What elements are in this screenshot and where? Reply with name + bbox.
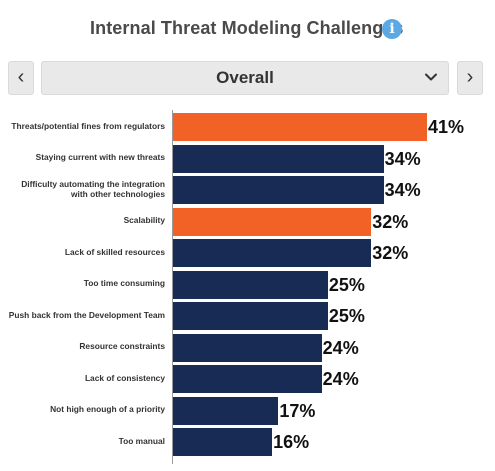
bar-row: Lack of skilled resources 32% (0, 236, 495, 268)
bar[interactable] (173, 333, 322, 362)
next-button[interactable]: › (457, 61, 483, 95)
bar[interactable] (173, 207, 372, 236)
bar-row: Not high enough of a priority 17% (0, 394, 495, 426)
category-label: Threats/potential fines from regulators (11, 120, 165, 131)
bar[interactable] (173, 239, 372, 267)
bar[interactable] (173, 113, 427, 141)
bar-row: Difficulty automating the integration wi… (0, 173, 495, 205)
bar-row: Too time consuming 25% (0, 268, 495, 300)
value-label: 34% (384, 180, 421, 200)
bar-row: Too manual 16% (0, 425, 495, 457)
bar[interactable] (173, 428, 273, 456)
chevron-left-icon: ‹ (17, 66, 25, 88)
category-label: Resource constraints (79, 341, 165, 352)
bar-row: Staying current with new threats 34% (0, 142, 495, 174)
category-label: Not high enough of a priority (50, 404, 165, 415)
chart-header: Internal Threat Modeling Challenges i (0, 0, 495, 56)
category-label: Lack of consistency (84, 372, 165, 383)
value-label: 25% (328, 274, 365, 295)
dropdown-selected-value: Overall (216, 68, 274, 87)
bar-row: Lack of consistency 24% (0, 362, 495, 394)
chevron-down-icon (425, 73, 437, 81)
bar[interactable] (173, 302, 328, 330)
category-label: Too time consuming (83, 278, 165, 289)
value-label: 25% (328, 306, 365, 326)
value-label: 32% (372, 211, 409, 232)
value-label: 16% (273, 432, 310, 452)
bar-chart: Threats/potential fines from regulators 4… (0, 110, 495, 465)
bar[interactable] (173, 365, 322, 393)
chevron-right-icon: › (466, 66, 474, 88)
page-title: Internal Threat Modeling Challenges (90, 18, 404, 38)
previous-button[interactable]: ‹ (8, 61, 34, 95)
value-label: 24% (322, 369, 359, 389)
value-label: 41% (428, 117, 465, 137)
bar-row: Push back from the Development Team 25% (0, 299, 495, 331)
bar-row: Resource constraints 24% (0, 331, 495, 363)
value-label: 17% (279, 400, 316, 421)
category-label: Scalability (123, 215, 165, 226)
segment-dropdown[interactable]: Overall (41, 61, 449, 95)
category-label: Lack of skilled resources (64, 246, 165, 257)
category-label: Staying current with new threats (35, 152, 165, 163)
category-label: Difficulty automating the integration wi… (21, 178, 165, 199)
value-label: 32% (372, 243, 409, 263)
bar[interactable] (173, 144, 384, 173)
bar[interactable] (173, 176, 384, 204)
value-label: 24% (322, 337, 359, 358)
bar-row: Scalability 32% (0, 205, 495, 237)
info-icon[interactable]: i (382, 19, 402, 39)
category-label: Too manual (118, 435, 165, 446)
category-axis-line (172, 110, 173, 464)
value-label: 34% (384, 148, 421, 169)
bar[interactable] (173, 270, 328, 299)
bar[interactable] (173, 396, 279, 425)
category-label: Push back from the Development Team (8, 309, 165, 320)
bar-row: Threats/potential fines from regulators 4… (0, 110, 495, 142)
